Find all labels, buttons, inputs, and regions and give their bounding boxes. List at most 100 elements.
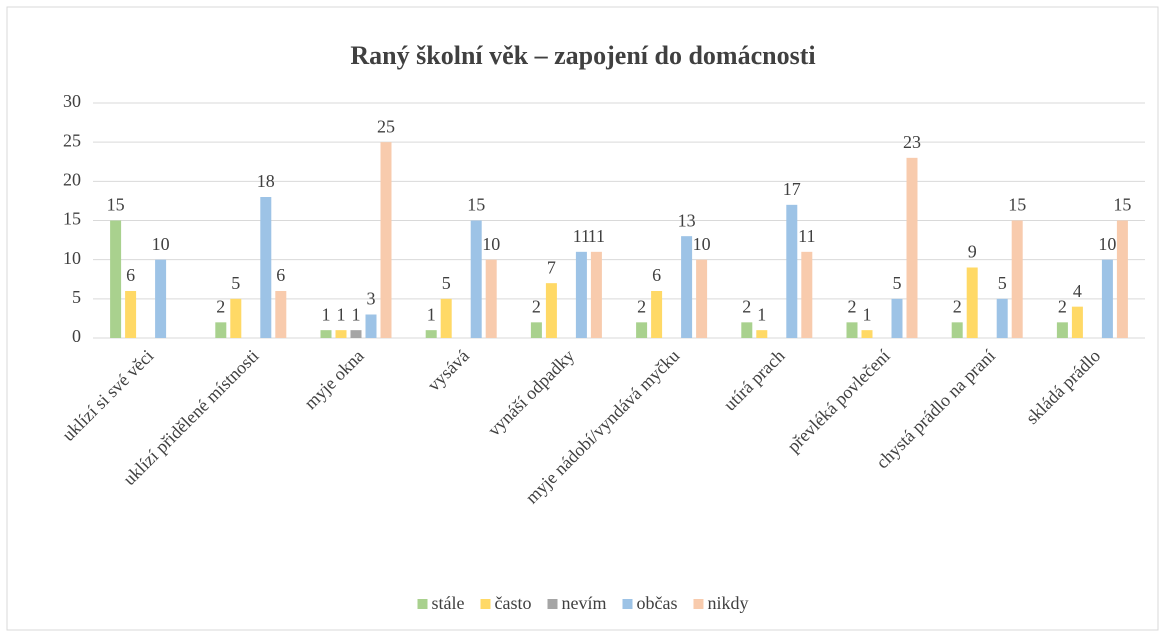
bar bbox=[966, 267, 978, 338]
data-label: 5 bbox=[442, 273, 451, 293]
data-label: 23 bbox=[903, 132, 921, 152]
data-label: 2 bbox=[953, 296, 962, 316]
bar bbox=[906, 157, 918, 338]
bar bbox=[696, 259, 708, 338]
bar bbox=[681, 236, 693, 338]
bar bbox=[861, 330, 873, 338]
bar bbox=[996, 298, 1008, 338]
y-tick-label: 20 bbox=[63, 169, 81, 189]
legend-swatch bbox=[547, 599, 558, 609]
bar bbox=[425, 330, 437, 338]
data-label: 1 bbox=[427, 304, 436, 324]
legend-swatch bbox=[622, 599, 633, 609]
data-label: 2 bbox=[216, 296, 225, 316]
bar bbox=[350, 330, 362, 338]
bar bbox=[110, 220, 122, 338]
bar bbox=[951, 322, 963, 338]
data-label: 7 bbox=[547, 257, 556, 277]
y-tick-label: 10 bbox=[63, 248, 81, 268]
bar bbox=[320, 330, 332, 338]
legend-label: nikdy bbox=[707, 593, 748, 613]
data-label: 11 bbox=[573, 226, 590, 246]
data-label: 1 bbox=[337, 304, 346, 324]
data-label: 13 bbox=[678, 210, 696, 230]
data-label: 11 bbox=[588, 226, 605, 246]
data-label: 2 bbox=[637, 296, 646, 316]
data-label: 15 bbox=[107, 195, 125, 215]
data-label: 17 bbox=[783, 179, 801, 199]
y-tick-label: 0 bbox=[72, 326, 81, 346]
bar bbox=[215, 322, 227, 338]
bar bbox=[846, 322, 858, 338]
legend-swatch bbox=[417, 599, 428, 609]
bar bbox=[470, 220, 482, 338]
data-label: 6 bbox=[126, 265, 135, 285]
bar bbox=[125, 291, 137, 338]
data-label: 2 bbox=[848, 296, 857, 316]
data-label: 10 bbox=[693, 234, 711, 254]
data-label: 25 bbox=[377, 116, 395, 136]
bar bbox=[1056, 322, 1068, 338]
data-label: 1 bbox=[352, 304, 361, 324]
bar bbox=[530, 322, 542, 338]
bar bbox=[260, 197, 272, 338]
data-label: 2 bbox=[742, 296, 751, 316]
data-label: 2 bbox=[532, 296, 541, 316]
data-label: 1 bbox=[322, 304, 331, 324]
bar bbox=[1071, 306, 1083, 338]
bar bbox=[155, 259, 167, 338]
bar bbox=[1116, 220, 1128, 338]
bar bbox=[786, 204, 798, 338]
legend-swatch bbox=[693, 599, 704, 609]
chart-title: Raný školní věk – zapojení do domácnosti bbox=[350, 41, 815, 70]
data-label: 4 bbox=[1073, 281, 1082, 301]
data-label: 9 bbox=[968, 242, 977, 262]
data-label: 6 bbox=[276, 265, 285, 285]
data-label: 15 bbox=[467, 195, 485, 215]
legend-label: často bbox=[495, 593, 532, 613]
bar bbox=[756, 330, 768, 338]
bar bbox=[485, 259, 497, 338]
bar bbox=[590, 251, 602, 338]
data-label: 10 bbox=[152, 234, 170, 254]
data-label: 5 bbox=[998, 273, 1007, 293]
bar bbox=[365, 314, 377, 338]
bar bbox=[891, 298, 903, 338]
y-tick-label: 30 bbox=[63, 91, 81, 111]
data-label: 1 bbox=[757, 304, 766, 324]
bar bbox=[1011, 220, 1023, 338]
legend-label: nevím bbox=[561, 593, 606, 613]
y-tick-label: 25 bbox=[63, 130, 81, 150]
y-tick-label: 5 bbox=[72, 287, 81, 307]
data-label: 5 bbox=[231, 273, 240, 293]
bar bbox=[741, 322, 753, 338]
data-label: 6 bbox=[652, 265, 661, 285]
bar bbox=[651, 291, 663, 338]
bar bbox=[380, 142, 392, 338]
legend-label: občas bbox=[636, 593, 677, 613]
data-label: 10 bbox=[1098, 234, 1116, 254]
legend: stále často nevím občas nikdy bbox=[417, 593, 748, 613]
y-tick-label: 15 bbox=[63, 209, 81, 229]
legend-swatch bbox=[480, 599, 491, 609]
bar bbox=[545, 283, 557, 338]
data-label: 11 bbox=[798, 226, 815, 246]
bar bbox=[1101, 259, 1113, 338]
legend-label: stále bbox=[432, 593, 465, 613]
data-label: 18 bbox=[257, 171, 275, 191]
data-label: 15 bbox=[1008, 195, 1026, 215]
bar bbox=[335, 330, 347, 338]
bar bbox=[575, 251, 587, 338]
data-label: 3 bbox=[367, 289, 376, 309]
bar bbox=[636, 322, 648, 338]
bar bbox=[230, 298, 242, 338]
data-label: 2 bbox=[1058, 296, 1067, 316]
data-label: 1 bbox=[863, 304, 872, 324]
bar bbox=[275, 291, 287, 338]
bar bbox=[801, 251, 813, 338]
bar bbox=[440, 298, 452, 338]
data-label: 5 bbox=[893, 273, 902, 293]
data-label: 10 bbox=[482, 234, 500, 254]
data-label: 15 bbox=[1113, 195, 1131, 215]
